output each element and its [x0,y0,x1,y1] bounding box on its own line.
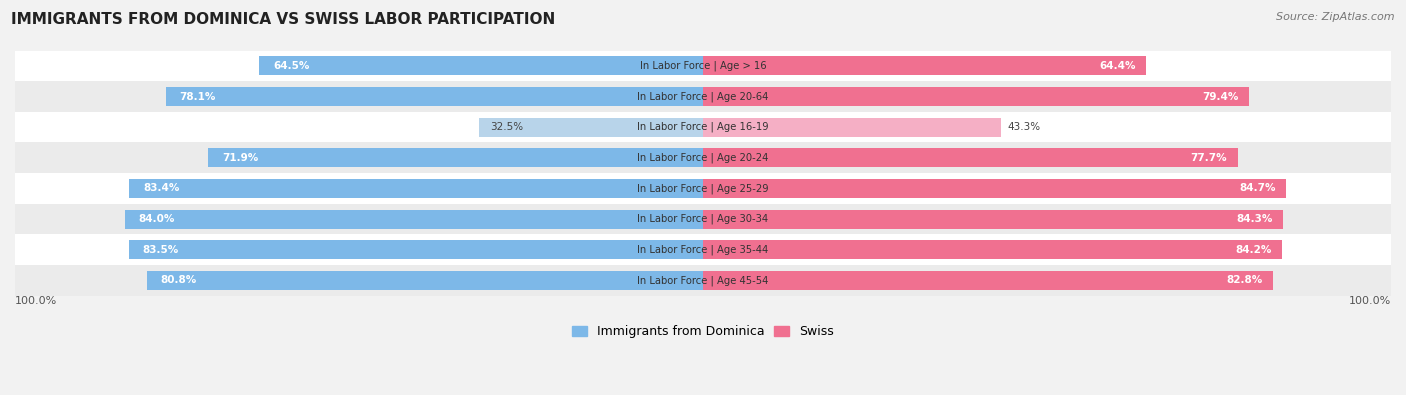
Text: 84.3%: 84.3% [1236,214,1272,224]
Bar [703,87,1250,106]
Text: 77.7%: 77.7% [1191,153,1227,163]
Bar [128,240,703,259]
Text: 82.8%: 82.8% [1226,275,1263,285]
Bar [703,56,1146,75]
Text: 71.9%: 71.9% [222,153,259,163]
Text: Source: ZipAtlas.com: Source: ZipAtlas.com [1277,12,1395,22]
Bar [15,173,1391,204]
Text: In Labor Force | Age 20-64: In Labor Force | Age 20-64 [637,91,769,102]
Text: In Labor Force | Age > 16: In Labor Force | Age > 16 [640,60,766,71]
Bar [148,271,703,290]
Text: 83.4%: 83.4% [143,183,180,194]
Bar [15,81,1391,112]
Bar [15,51,1391,81]
Bar [703,240,1282,259]
Text: In Labor Force | Age 16-19: In Labor Force | Age 16-19 [637,122,769,132]
Text: 84.2%: 84.2% [1236,245,1272,255]
Text: 64.5%: 64.5% [273,61,309,71]
Legend: Immigrants from Dominica, Swiss: Immigrants from Dominica, Swiss [567,320,839,343]
Bar [703,210,1284,229]
Bar [703,148,1237,167]
Text: In Labor Force | Age 30-34: In Labor Force | Age 30-34 [637,214,769,224]
Text: In Labor Force | Age 20-24: In Labor Force | Age 20-24 [637,152,769,163]
Bar [15,265,1391,295]
Text: In Labor Force | Age 35-44: In Labor Force | Age 35-44 [637,245,769,255]
Text: 84.7%: 84.7% [1239,183,1275,194]
Bar [15,204,1391,234]
Text: 32.5%: 32.5% [489,122,523,132]
Bar [15,234,1391,265]
Text: 79.4%: 79.4% [1202,92,1239,102]
Text: IMMIGRANTS FROM DOMINICA VS SWISS LABOR PARTICIPATION: IMMIGRANTS FROM DOMINICA VS SWISS LABOR … [11,12,555,27]
Text: In Labor Force | Age 45-54: In Labor Force | Age 45-54 [637,275,769,286]
Bar [703,118,1001,137]
Bar [129,179,703,198]
Bar [15,143,1391,173]
Text: 100.0%: 100.0% [15,295,58,306]
Text: 80.8%: 80.8% [160,275,197,285]
Text: 83.5%: 83.5% [142,245,179,255]
Text: 78.1%: 78.1% [180,92,215,102]
Bar [15,112,1391,143]
Text: 84.0%: 84.0% [139,214,176,224]
Bar [166,87,703,106]
Text: 64.4%: 64.4% [1099,61,1136,71]
Bar [125,210,703,229]
Text: In Labor Force | Age 25-29: In Labor Force | Age 25-29 [637,183,769,194]
Bar [703,179,1285,198]
Bar [479,118,703,137]
Text: 100.0%: 100.0% [1348,295,1391,306]
Bar [208,148,703,167]
Bar [259,56,703,75]
Text: 43.3%: 43.3% [1008,122,1040,132]
Bar [703,271,1272,290]
